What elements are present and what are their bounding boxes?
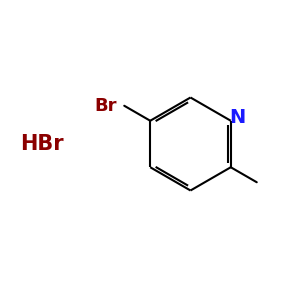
Text: N: N — [229, 108, 245, 127]
Text: HBr: HBr — [20, 134, 64, 154]
Text: Br: Br — [94, 97, 117, 115]
